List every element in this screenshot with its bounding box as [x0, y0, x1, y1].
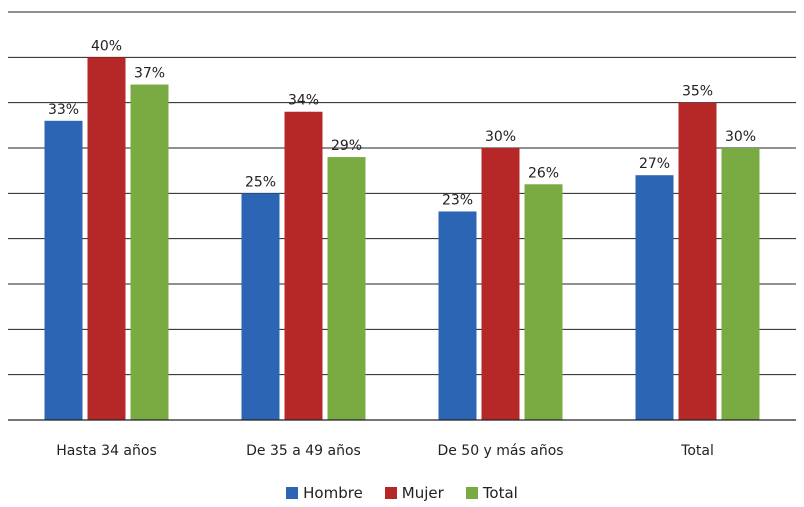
- legend-item-hombre: Hombre: [286, 484, 363, 502]
- bar: [87, 57, 126, 420]
- data-label: 27%: [639, 156, 670, 172]
- data-label: 25%: [245, 174, 276, 190]
- bar: [721, 148, 760, 420]
- bar: [481, 148, 520, 420]
- bar: [327, 157, 366, 421]
- legend-label-mujer: Mujer: [401, 484, 444, 502]
- category-label: De 35 a 49 años: [246, 443, 361, 459]
- bar: [524, 184, 563, 420]
- bar: [438, 211, 477, 420]
- category-label: Total: [680, 443, 714, 459]
- data-label: 30%: [485, 129, 516, 145]
- data-label: 33%: [48, 102, 79, 118]
- legend-swatch-total: [465, 487, 478, 499]
- bar: [130, 84, 169, 421]
- legend-swatch-hombre: [286, 487, 299, 499]
- data-label: 34%: [288, 93, 319, 109]
- data-label: 40%: [91, 38, 122, 54]
- legend-label-hombre: Hombre: [303, 484, 363, 502]
- legend-item-mujer: Mujer: [384, 484, 444, 502]
- bar: [241, 193, 280, 420]
- legend-label-total: Total: [482, 484, 518, 502]
- chart-legend: Hombre Mujer Total: [0, 484, 804, 502]
- bar: [44, 120, 83, 421]
- category-label: Hasta 34 años: [56, 443, 157, 459]
- bar: [284, 111, 323, 420]
- data-label: 29%: [331, 138, 362, 154]
- category-label: De 50 y más años: [437, 443, 563, 459]
- bar-chart: 33% 40% 37% Hasta 34 años 25% 34% 29% De 35 a 4…: [8, 11, 796, 459]
- bar: [678, 102, 717, 421]
- legend-item-total: Total: [465, 484, 518, 502]
- data-label: 23%: [442, 192, 473, 208]
- data-label: 37%: [134, 66, 165, 82]
- data-label: 35%: [682, 84, 713, 100]
- legend-swatch-mujer: [384, 487, 397, 499]
- data-label: 26%: [528, 165, 559, 181]
- data-label: 30%: [725, 129, 756, 145]
- bar: [635, 175, 674, 420]
